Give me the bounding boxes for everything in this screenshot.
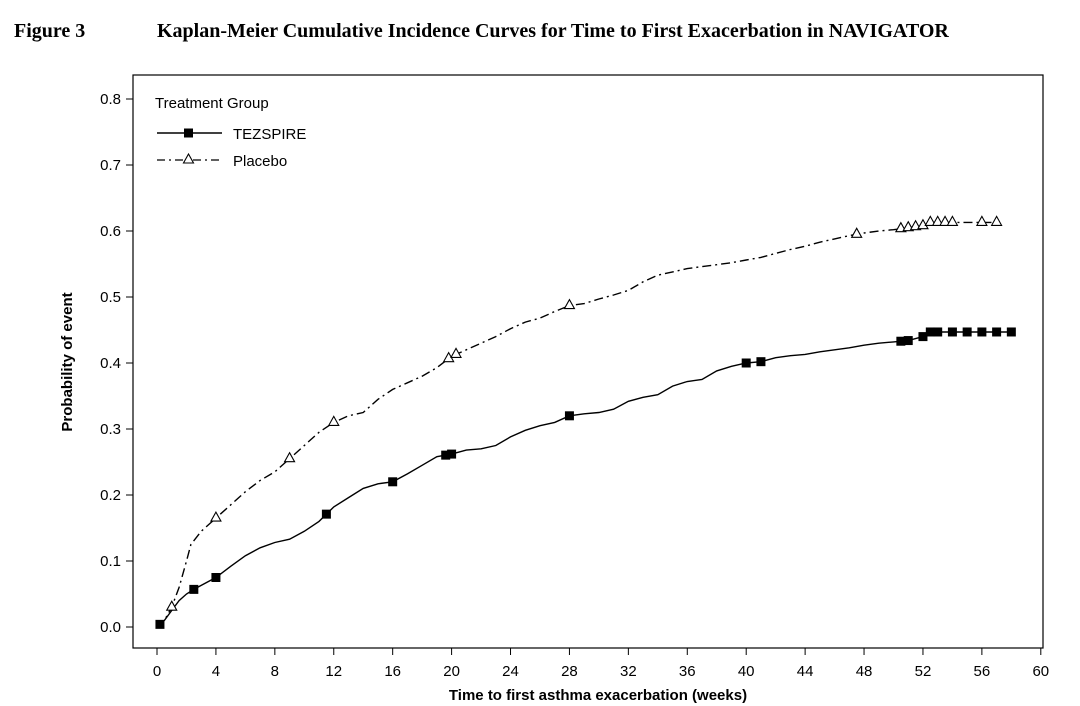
- censor-marker-tezspire: [388, 477, 398, 487]
- censor-marker-tezspire: [756, 357, 766, 367]
- x-tick-label: 4: [212, 663, 220, 680]
- x-tick-label: 36: [679, 663, 696, 680]
- x-tick-label: 12: [325, 663, 342, 680]
- figure-title: Kaplan-Meier Cumulative Incidence Curves…: [157, 20, 949, 42]
- y-axis: 0.0 0.1 0.2 0.3 0.4 0.5 0.6 0.7 0.8: [100, 91, 133, 636]
- censor-marker-tezspire: [903, 336, 913, 346]
- censor-marker-tezspire: [992, 327, 1002, 337]
- censor-marker-tezspire: [441, 450, 451, 460]
- censor-marker-placebo: [924, 215, 937, 226]
- censor-marker-placebo: [946, 215, 959, 226]
- censor-marker-tezspire: [962, 327, 972, 337]
- x-tick-label: 8: [271, 663, 279, 680]
- x-tick-label: 32: [620, 663, 637, 680]
- legend-label-placebo: Placebo: [233, 153, 287, 170]
- censor-marker-tezspire: [741, 358, 751, 368]
- figure-label: Figure 3: [14, 20, 86, 42]
- censor-marker-tezspire: [321, 509, 331, 519]
- censor-marker-placebo: [850, 227, 863, 238]
- y-tick-label: 0.0: [100, 619, 121, 636]
- y-tick-label: 0.5: [100, 289, 121, 306]
- censor-marker-tezspire: [896, 336, 906, 346]
- y-axis-label: Probability of event: [59, 292, 76, 431]
- legend-marker-tezspire: [184, 128, 193, 138]
- censor-marker-placebo: [327, 415, 340, 426]
- censor-marker-placebo: [975, 215, 988, 226]
- censor-marker-placebo: [931, 215, 944, 226]
- censor-marker-tezspire: [947, 327, 957, 337]
- censor-marker-tezspire: [189, 584, 199, 594]
- censor-marker-placebo: [209, 510, 222, 522]
- y-tick-label: 0.8: [100, 91, 121, 108]
- legend-label-tezspire: TEZSPIRE: [233, 126, 306, 143]
- censor-marker-placebo: [563, 298, 576, 310]
- censor-marker-placebo: [450, 347, 462, 358]
- censor-marker-tezspire: [211, 573, 221, 582]
- x-tick-label: 28: [561, 663, 578, 680]
- y-tick-label: 0.7: [100, 157, 121, 174]
- censor-marker-placebo: [283, 451, 296, 463]
- y-tick-label: 0.1: [100, 553, 121, 570]
- censor-marker-tezspire: [933, 327, 943, 337]
- legend: Treatment Group TEZSPIRE Placebo: [155, 95, 306, 170]
- x-tick-label: 16: [384, 663, 401, 680]
- plot-frame: [132, 74, 1044, 649]
- censor-marker-tezspire: [564, 411, 574, 421]
- censor-marker-tezspire: [1006, 327, 1016, 337]
- censor-marker-tezspire: [977, 327, 987, 337]
- censor-marker-tezspire: [925, 327, 935, 337]
- y-tick-label: 0.2: [100, 487, 121, 504]
- x-tick-label: 24: [502, 663, 519, 680]
- censor-marker-tezspire: [918, 332, 928, 342]
- legend-title: Treatment Group: [155, 95, 269, 112]
- legend-marker-placebo: [182, 152, 195, 164]
- censor-marker-placebo: [165, 600, 178, 611]
- x-tick-label: 52: [915, 663, 932, 680]
- x-tick-label: 40: [738, 663, 755, 680]
- x-tick-label: 0: [153, 663, 161, 680]
- x-axis-label: Time to first asthma exacerbation (weeks…: [449, 687, 747, 704]
- y-tick-label: 0.6: [100, 223, 121, 240]
- censor-marker-placebo: [990, 215, 1003, 226]
- censor-marker-tezspire: [447, 449, 457, 459]
- x-axis: 0 4 8 12 16 20 24 28 32 36 40 44 48 52 56 60: [153, 648, 1049, 680]
- x-tick-label: 60: [1032, 663, 1049, 680]
- y-tick-label: 0.3: [100, 421, 121, 438]
- censor-marker-placebo: [939, 215, 951, 226]
- series-line-placebo: [156, 221, 997, 628]
- series-layer: [155, 215, 1016, 629]
- y-tick-label: 0.4: [100, 355, 121, 372]
- x-tick-label: 48: [856, 663, 873, 680]
- x-tick-label: 44: [797, 663, 814, 680]
- series-line-tezspire: [156, 331, 1012, 628]
- x-tick-label: 20: [443, 663, 460, 680]
- x-tick-label: 56: [974, 663, 991, 680]
